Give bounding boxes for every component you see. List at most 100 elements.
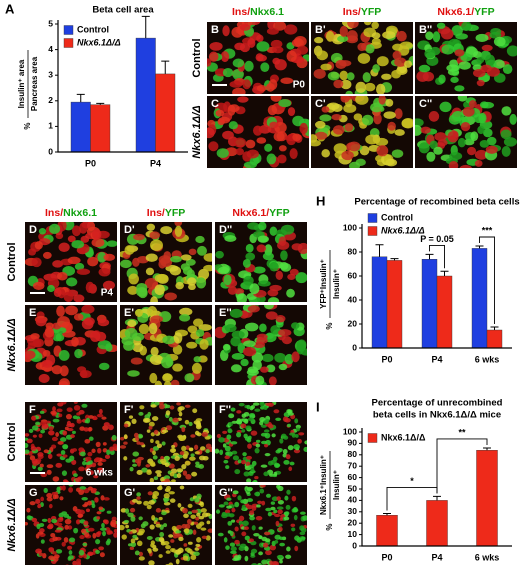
cell-nucleus [186, 341, 198, 349]
error-bar [76, 93, 85, 103]
cell-nucleus [40, 496, 45, 502]
cell-nucleus [38, 552, 44, 557]
cell-nucleus [274, 513, 281, 518]
row-label: Control [6, 242, 18, 281]
cell-nucleus [291, 38, 304, 48]
cell-nucleus [226, 434, 232, 440]
cell-nucleus [259, 420, 264, 426]
cell-nucleus [481, 44, 493, 52]
significance-label: * [410, 476, 414, 486]
cell-nucleus [66, 423, 73, 428]
cell-nucleus [277, 154, 287, 164]
cell-nucleus [148, 425, 153, 430]
cell-nucleus [72, 448, 78, 452]
cell-nucleus [123, 434, 128, 440]
cell-nucleus [436, 22, 446, 29]
cell-nucleus [165, 550, 171, 554]
cell-nucleus [64, 426, 69, 431]
cell-nucleus [48, 431, 55, 436]
cell-nucleus [451, 110, 464, 122]
cell-nucleus [46, 469, 52, 475]
cell-nucleus [468, 100, 477, 108]
cell-nucleus [362, 114, 374, 126]
cell-nucleus [280, 262, 292, 272]
cell-nucleus [52, 536, 58, 542]
cell-nucleus [252, 402, 260, 406]
cell-nucleus [292, 133, 302, 142]
significance-bracket [479, 236, 495, 324]
cell-nucleus [276, 320, 284, 328]
legend-label: Nkx6.1Δ/Δ [381, 225, 425, 235]
cell-nucleus [86, 500, 92, 506]
cell-nucleus [78, 549, 85, 556]
cell-nucleus [195, 418, 203, 422]
cell-nucleus [57, 440, 64, 445]
x-tick-label: P4 [431, 354, 442, 364]
cell-nucleus [460, 121, 471, 132]
cell-nucleus [31, 517, 38, 523]
cell-nucleus [176, 468, 184, 473]
cell-nucleus [292, 506, 298, 513]
cell-nucleus [30, 333, 40, 340]
cell-nucleus [52, 406, 56, 412]
cell-nucleus [357, 42, 367, 52]
cell-nucleus [268, 79, 278, 91]
cell-nucleus [132, 257, 140, 267]
cell-nucleus [184, 373, 195, 383]
cell-nucleus [150, 315, 164, 323]
micrograph [120, 485, 212, 565]
cell-nucleus [58, 378, 70, 385]
cell-nucleus [103, 497, 110, 501]
cell-nucleus [67, 545, 73, 550]
panel-letter: B'' [419, 24, 433, 36]
cell-nucleus [269, 544, 277, 551]
cell-nucleus [256, 244, 267, 253]
cell-nucleus [394, 129, 405, 136]
cell-nucleus [439, 101, 452, 113]
cell-nucleus [104, 527, 111, 532]
cell-nucleus [277, 509, 283, 515]
cell-nucleus [376, 145, 389, 157]
cell-nucleus [79, 370, 92, 378]
cell-nucleus [242, 151, 252, 162]
cell-nucleus [287, 445, 294, 451]
cell-nucleus [450, 76, 459, 83]
error-bar [433, 495, 441, 501]
panel-letter: E [29, 307, 36, 319]
cell-nucleus [415, 124, 423, 136]
cell-nucleus [473, 113, 486, 124]
panel-letter: B [211, 24, 219, 36]
cell-nucleus [175, 558, 180, 565]
bar [436, 275, 453, 349]
cell-nucleus [256, 84, 267, 92]
cell-nucleus [201, 512, 209, 518]
cell-nucleus [286, 546, 291, 552]
cell-nucleus [237, 459, 242, 464]
cell-nucleus [100, 495, 105, 501]
cell-nucleus [244, 546, 249, 552]
cell-nucleus [248, 538, 254, 543]
cell-nucleus [340, 96, 350, 103]
header-part: Nkx6.1 [63, 207, 97, 219]
cell-nucleus [128, 415, 134, 419]
cell-nucleus [102, 448, 108, 453]
cell-nucleus [127, 512, 134, 518]
cell-nucleus [74, 348, 83, 359]
cell-nucleus [206, 520, 211, 525]
cell-nucleus [284, 511, 290, 516]
cell-nucleus [378, 96, 386, 105]
cell-nucleus [155, 440, 160, 445]
cell-nucleus [473, 68, 486, 78]
cell-nucleus [243, 411, 250, 417]
cell-nucleus [146, 429, 151, 433]
header-part: / [266, 207, 269, 219]
cell-nucleus [164, 455, 170, 460]
cell-nucleus [128, 273, 139, 285]
y-label-numerator: Insulin⁺ area [17, 59, 26, 108]
cell-nucleus [276, 485, 281, 489]
cell-nucleus [81, 460, 87, 466]
cell-nucleus [253, 266, 266, 274]
cell-nucleus [224, 509, 231, 514]
row-label: Nkx6.1Δ/Δ [191, 105, 203, 158]
cell-nucleus [376, 56, 389, 67]
